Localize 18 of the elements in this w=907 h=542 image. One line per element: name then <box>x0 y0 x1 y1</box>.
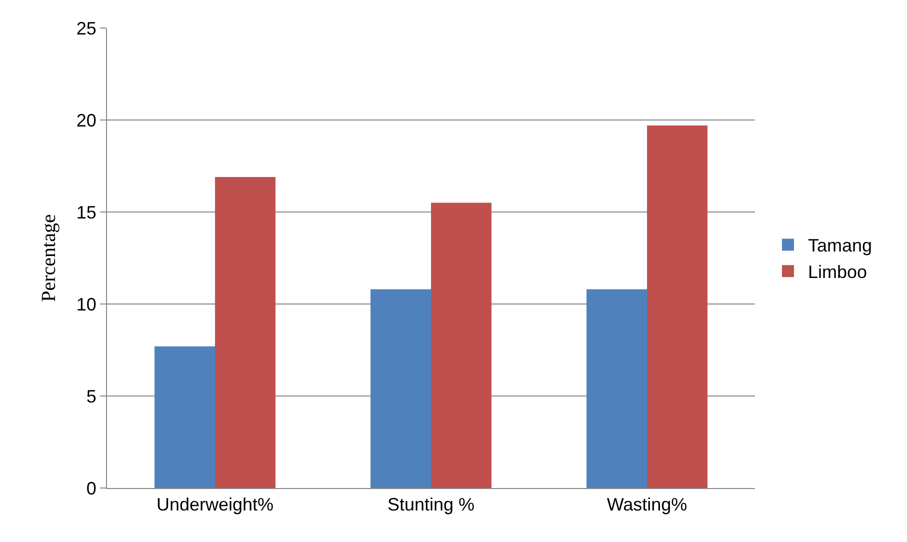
bar <box>154 346 215 488</box>
bar <box>431 202 492 488</box>
bar <box>647 126 708 488</box>
legend-label: Tamang <box>808 236 872 256</box>
y-tick-label: 0 <box>86 478 96 498</box>
legend-label: Limboo <box>808 262 868 282</box>
y-tick-label: 5 <box>86 386 96 406</box>
y-tick-label: 25 <box>76 18 96 38</box>
bar <box>586 289 647 488</box>
y-axis-title: Percentage <box>38 214 60 302</box>
x-tick-label: Wasting% <box>606 494 688 515</box>
x-tick-label: Underweight% <box>156 494 274 515</box>
bar <box>215 177 276 488</box>
x-tick-label: Stunting % <box>387 494 475 515</box>
y-tick-label: 10 <box>76 294 96 314</box>
bar <box>370 289 431 488</box>
y-tick-label: 15 <box>76 202 96 222</box>
y-tick-label: 20 <box>76 110 96 130</box>
